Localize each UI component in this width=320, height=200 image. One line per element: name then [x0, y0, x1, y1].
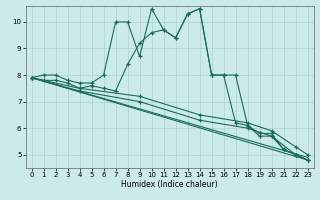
X-axis label: Humidex (Indice chaleur): Humidex (Indice chaleur): [121, 180, 218, 189]
